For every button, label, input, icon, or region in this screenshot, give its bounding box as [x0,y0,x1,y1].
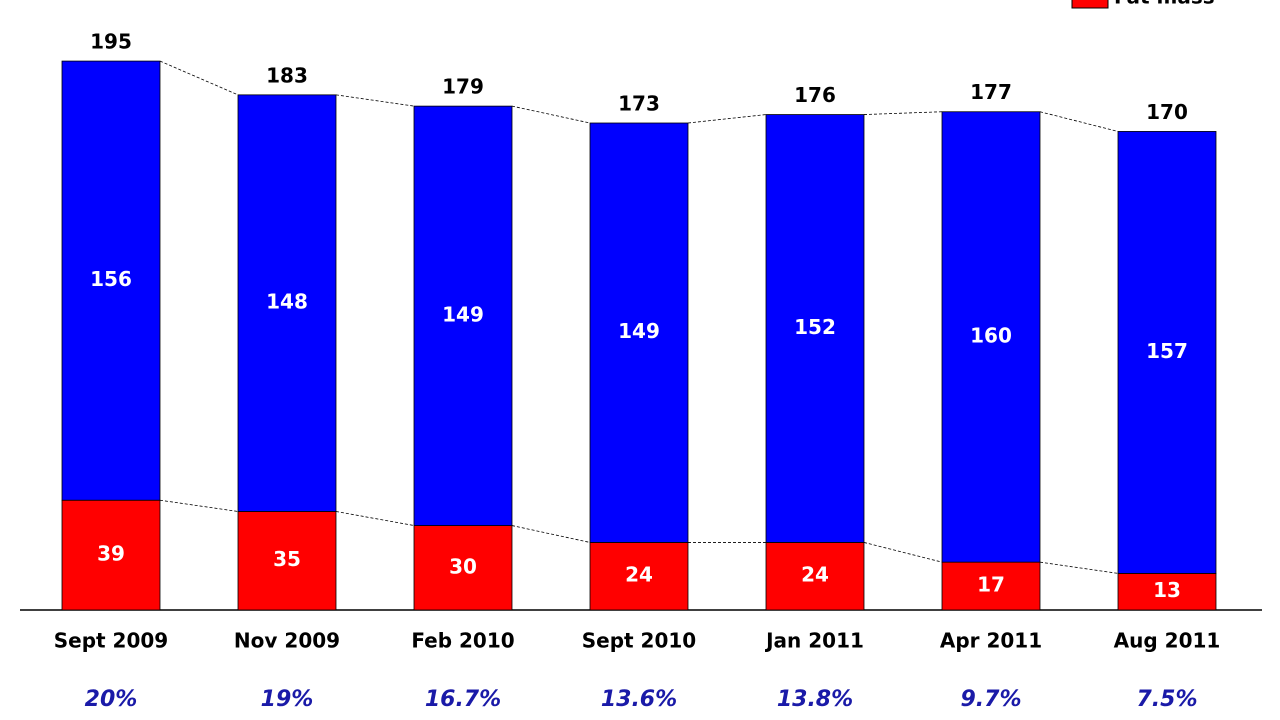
percent-label: 9.7% [960,687,1021,712]
bar-segment [1117,573,1217,611]
value-label: 24 [801,563,829,587]
total-label: 177 [970,80,1012,104]
bar-segment [413,525,513,611]
total-label: 176 [794,83,836,107]
value-label: 148 [266,290,308,314]
x-tick-label: Nov 2009 [234,629,340,653]
bar-segment [61,60,161,501]
percent-label: 13.8% [777,687,853,712]
bar-segment [765,114,865,543]
bar-segment [589,542,689,611]
value-label: 35 [273,547,301,571]
connector [511,105,591,124]
x-tick-label: Sept 2010 [582,629,696,653]
x-tick-label: Aug 2011 [1114,629,1221,653]
value-label: 149 [618,319,660,343]
bar-segment [765,542,865,611]
connector [335,511,415,526]
percent-label: 13.6% [601,687,677,712]
value-label: 157 [1146,339,1188,363]
connector [687,114,767,124]
total-label: 183 [266,63,308,87]
bar-segment [237,511,337,611]
percent-label: 16.7% [425,687,501,712]
x-tick-label: Sept 2009 [54,629,168,653]
total-label: 179 [442,75,484,99]
connector [863,111,943,115]
percent-label: 7.5% [1136,687,1197,712]
value-label: 24 [625,563,653,587]
x-tick-label: Apr 2011 [940,629,1042,653]
connector [863,542,943,563]
x-tick-label: Feb 2010 [411,629,514,653]
value-label: 149 [442,302,484,326]
bar-segment [61,499,161,611]
connector [1039,111,1119,132]
value-label: 17 [977,573,1005,597]
connector [1039,561,1119,574]
percent-label: 19% [261,687,314,712]
legend-label: Fat mass [1114,0,1215,9]
connector [159,499,239,512]
value-label: 160 [970,323,1012,347]
legend-swatch [1071,0,1109,9]
connector [511,525,591,543]
bar-segment [1117,131,1217,574]
connector [335,94,415,107]
x-tick-label: Jan 2011 [764,629,864,653]
value-label: 30 [449,554,477,578]
value-label: 13 [1153,578,1181,602]
total-label: 170 [1146,100,1188,124]
bar-segment [941,111,1041,563]
percent-label: 20% [85,687,138,712]
bar-segment [237,94,337,512]
value-label: 39 [97,542,125,566]
bar-segment [413,105,513,526]
total-label: 195 [90,30,132,54]
bar-segment [941,561,1041,611]
connector [159,60,239,96]
value-label: 152 [794,315,836,339]
total-label: 173 [618,92,660,116]
value-label: 156 [90,267,132,291]
bar-segment [589,122,689,543]
